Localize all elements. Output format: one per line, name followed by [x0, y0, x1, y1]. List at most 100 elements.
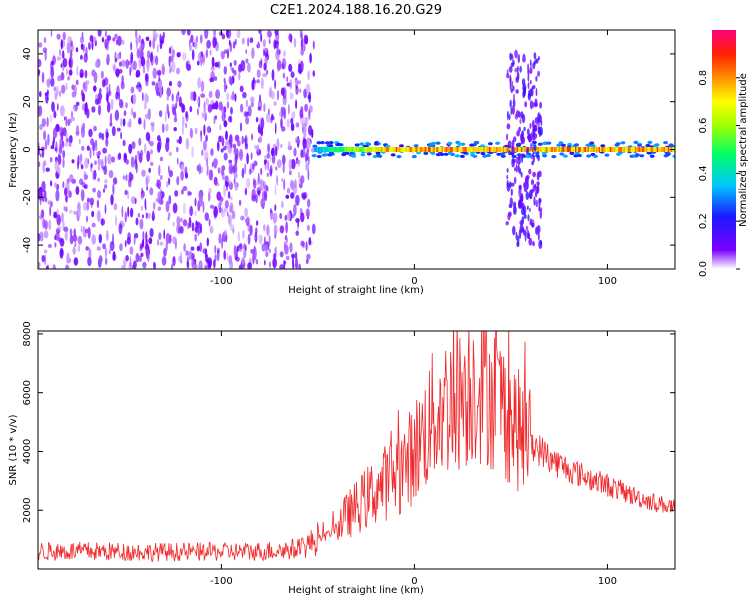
- noise-cell: [206, 164, 209, 175]
- noise-cell: [146, 50, 151, 60]
- noise-cell: [228, 255, 233, 265]
- noise-cell: [117, 35, 122, 47]
- burst-cell: [517, 53, 520, 64]
- line-halo-cell: [377, 154, 383, 158]
- line-halo-cell: [480, 151, 486, 156]
- noise-cell: [94, 139, 98, 148]
- noise-cell: [271, 147, 275, 157]
- burst-cell: [535, 58, 539, 64]
- noise-cell: [263, 224, 266, 232]
- noise-cell: [149, 228, 154, 238]
- noise-cell: [166, 103, 169, 115]
- noise-cell: [135, 252, 140, 263]
- noise-cell: [244, 187, 247, 196]
- noise-cell: [290, 123, 295, 132]
- noise-cell: [140, 252, 144, 257]
- noise-cell: [159, 199, 164, 205]
- noise-cell: [191, 49, 195, 61]
- noise-cell: [256, 186, 262, 195]
- line-core-cell: [618, 147, 621, 152]
- noise-cell: [157, 238, 159, 247]
- noise-cell: [228, 116, 232, 123]
- burst-cell: [510, 88, 514, 93]
- burst-cell: [539, 101, 542, 109]
- noise-cell: [99, 87, 102, 95]
- noise-cell: [262, 73, 267, 78]
- noise-cell: [69, 58, 72, 66]
- noise-cell: [245, 58, 249, 64]
- noise-cell: [298, 182, 303, 189]
- line-halo-cell: [447, 141, 453, 145]
- line-core-cell: [433, 147, 436, 152]
- noise-cell: [239, 85, 244, 93]
- noise-cell: [279, 213, 283, 219]
- burst-cell: [531, 102, 535, 108]
- line-core-cell: [354, 147, 357, 152]
- noise-cell: [286, 118, 291, 128]
- noise-cell: [86, 145, 90, 151]
- line-core-cell: [443, 147, 446, 152]
- line-core-cell: [613, 147, 617, 152]
- burst-cell: [517, 164, 520, 173]
- noise-cell: [157, 179, 161, 190]
- line-halo-cell: [319, 141, 325, 145]
- noise-cell: [102, 147, 107, 154]
- burst-cell: [522, 56, 526, 63]
- noise-cell: [263, 259, 266, 266]
- noise-cell: [97, 158, 102, 166]
- line-halo-cell: [321, 153, 327, 157]
- noise-cell: [39, 124, 43, 131]
- line-core-cell: [439, 147, 442, 152]
- noise-cell: [56, 85, 59, 97]
- noise-cell: [311, 147, 315, 153]
- x-tick-label: -100: [210, 576, 233, 587]
- noise-cell: [104, 204, 107, 215]
- burst-cell: [515, 76, 519, 83]
- noise-cell: [142, 65, 146, 74]
- line-core-cell: [615, 147, 618, 152]
- noise-cell: [146, 186, 148, 191]
- noise-cell: [194, 197, 197, 207]
- line-core-cell: [519, 147, 522, 152]
- noise-cell: [176, 176, 180, 186]
- noise-cell: [204, 264, 207, 269]
- noise-cell: [60, 72, 65, 81]
- noise-cell: [290, 180, 295, 191]
- noise-cell: [51, 101, 55, 112]
- noise-cell: [266, 153, 270, 159]
- line-halo-cell: [600, 144, 606, 148]
- noise-cell: [38, 261, 41, 269]
- line-core-cell: [500, 147, 503, 152]
- noise-cell: [78, 138, 81, 145]
- line-core-cell: [575, 147, 578, 152]
- noise-cell: [54, 242, 57, 248]
- noise-cell: [247, 233, 251, 245]
- noise-cell: [245, 49, 248, 54]
- line-halo-cell: [375, 151, 381, 155]
- noise-cell: [283, 50, 286, 58]
- noise-cell: [152, 67, 157, 79]
- burst-cell: [529, 220, 532, 226]
- noise-cell: [300, 48, 305, 56]
- line-core-cell: [473, 147, 477, 152]
- noise-cell: [282, 87, 287, 100]
- noise-cell: [39, 231, 44, 242]
- burst-cell: [506, 168, 509, 173]
- noise-cell: [123, 110, 127, 117]
- noise-cell: [243, 249, 247, 259]
- noise-cell: [64, 230, 69, 241]
- noise-cell: [156, 69, 162, 76]
- noise-cell: [244, 142, 249, 150]
- line-core-cell: [364, 147, 367, 152]
- noise-cell: [188, 250, 193, 261]
- noise-cell: [131, 141, 136, 150]
- line-core-cell: [483, 147, 486, 152]
- line-halo-cell: [634, 153, 640, 157]
- noise-cell: [298, 263, 302, 269]
- noise-cell: [305, 241, 308, 252]
- noise-cell: [49, 205, 52, 217]
- noise-cell: [92, 149, 95, 157]
- line-core-cell: [319, 147, 322, 152]
- noise-cell: [295, 139, 301, 144]
- line-core-cell: [333, 147, 336, 152]
